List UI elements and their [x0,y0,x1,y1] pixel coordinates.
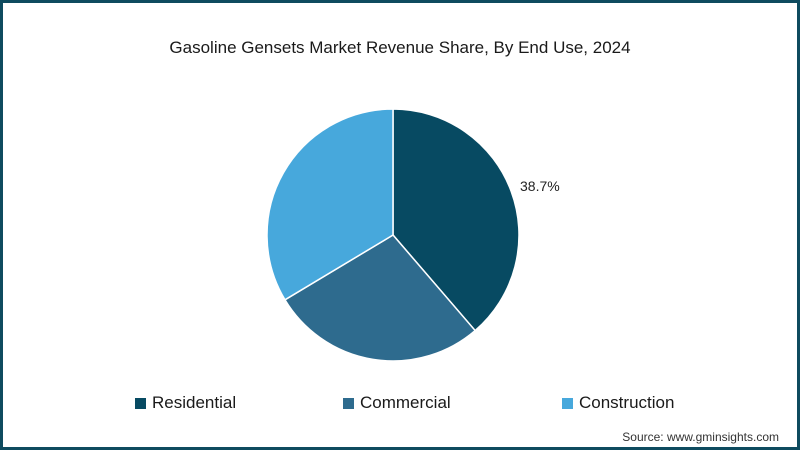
pie-slice-commercial [283,234,477,362]
legend-label: Commercial [360,393,451,412]
data-label-residential: 38.7% [520,178,560,194]
legend-swatch-commercial [343,397,354,409]
legend: Residential Commercial Construction [3,393,800,413]
legend-swatch-construction [562,397,573,409]
source-note: Source: www.gminsights.com [622,430,779,444]
legend-item-residential: Residential [135,393,236,413]
legend-item-construction: Construction [562,393,674,413]
chart-title: Gasoline Gensets Market Revenue Share, B… [169,38,631,57]
legend-label: Residential [152,393,237,412]
legend-swatch-residential [135,397,146,409]
legend-label: Construction [579,393,675,412]
pie-slice-construction [266,108,394,301]
legend-item-commercial: Commercial [343,393,451,413]
pie-chart [266,108,520,362]
pie-slice-residential [392,108,520,332]
